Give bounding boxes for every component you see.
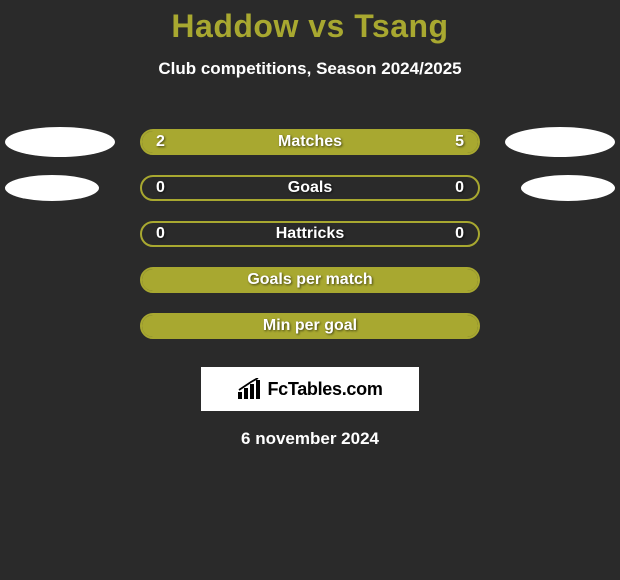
stat-bar: 2 5 Matches (140, 129, 480, 155)
player-ellipse-left (5, 175, 99, 201)
page-subtitle: Club competitions, Season 2024/2025 (0, 59, 620, 79)
stat-bar: 0 0 Hattricks (140, 221, 480, 247)
stat-row: 0 0 Goals (0, 165, 620, 211)
stat-bar: 0 0 Goals (140, 175, 480, 201)
stat-value-left: 0 (156, 225, 165, 243)
stat-row: Min per goal (0, 303, 620, 349)
stat-row: 0 0 Hattricks (0, 211, 620, 257)
stat-label: Hattricks (276, 225, 344, 243)
logo-box: FcTables.com (201, 367, 419, 411)
bar-fill-right (236, 131, 478, 153)
player-ellipse-right (521, 175, 615, 201)
stat-label: Min per goal (263, 317, 357, 335)
stat-label: Matches (278, 133, 342, 151)
infographic-container: Haddow vs Tsang Club competitions, Seaso… (0, 0, 620, 449)
stat-row: 2 5 Matches (0, 119, 620, 165)
stat-value-right: 0 (455, 179, 464, 197)
stat-value-left: 0 (156, 179, 165, 197)
stat-bar: Min per goal (140, 313, 480, 339)
page-title: Haddow vs Tsang (0, 8, 620, 45)
stat-bar: Goals per match (140, 267, 480, 293)
player-ellipse-left (5, 127, 115, 157)
logo-text: FcTables.com (267, 379, 382, 400)
stats-section: 2 5 Matches 0 0 Goals 0 0 Hattricks Goals per mat… (0, 119, 620, 349)
stat-value-right: 0 (455, 225, 464, 243)
stat-label: Goals per match (247, 271, 372, 289)
stat-value-left: 2 (156, 133, 165, 151)
chart-icon (237, 378, 263, 400)
player-ellipse-right (505, 127, 615, 157)
stat-row: Goals per match (0, 257, 620, 303)
stat-value-right: 5 (455, 133, 464, 151)
stat-label: Goals (288, 179, 332, 197)
footer-date: 6 november 2024 (0, 429, 620, 449)
